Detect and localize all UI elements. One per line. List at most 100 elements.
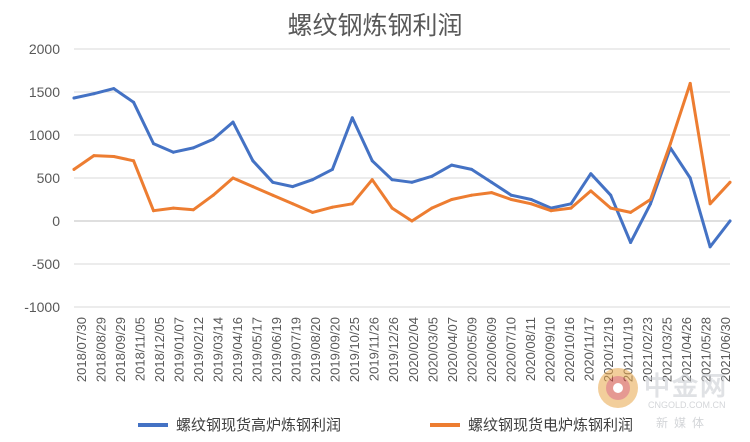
x-tick-label: 2019/10/25 xyxy=(347,317,362,382)
data-point xyxy=(171,150,175,154)
x-tick-label: 2020/05/09 xyxy=(464,317,479,382)
x-tick-label: 2021/02/23 xyxy=(640,317,655,382)
data-point xyxy=(271,180,275,184)
x-tick-label: 2020/12/19 xyxy=(601,317,616,382)
data-point xyxy=(251,159,255,163)
x-tick-label: 2021/03/25 xyxy=(659,317,674,382)
data-point xyxy=(291,202,295,206)
watermark-logo-icon xyxy=(598,368,638,408)
x-tick-labels: 2018/07/30 2018/08/29 2018/09/29 2018/11/05… xyxy=(74,317,733,382)
data-point xyxy=(430,174,434,178)
x-tick-label: 2020/11/17 xyxy=(581,317,596,381)
data-point xyxy=(509,193,513,197)
x-tick-label: 2019/01/07 xyxy=(172,317,187,382)
series-line-1 xyxy=(72,81,732,223)
x-tick-label: 2020/10/16 xyxy=(562,317,577,382)
watermark-url: CNGOLD.COM.CN xyxy=(648,400,726,410)
data-point xyxy=(291,185,295,189)
x-tick-label: 2019/06/19 xyxy=(269,317,284,382)
data-point xyxy=(330,167,334,171)
data-point xyxy=(589,172,593,176)
data-point xyxy=(509,198,513,201)
y-tick-label: 500 xyxy=(37,170,61,186)
x-tick-label: 2018/08/29 xyxy=(94,317,109,382)
data-point xyxy=(370,159,374,163)
data-point xyxy=(350,116,354,120)
y-tick-label: 0 xyxy=(52,213,60,229)
data-point xyxy=(231,120,235,124)
legend-item-blast-furnace: 螺纹钢现货高炉炼钢利润 xyxy=(138,414,341,435)
data-point xyxy=(609,193,613,197)
x-tick-label: 2019/09/20 xyxy=(328,317,343,382)
x-tick-label: 2018/12/05 xyxy=(152,317,167,382)
data-point xyxy=(271,193,275,197)
x-tick-label: 2019/12/26 xyxy=(386,317,401,382)
x-tick-label: 2020/06/09 xyxy=(484,317,499,382)
watermark-brand: 中金网 xyxy=(644,372,729,402)
x-tick-label: 2019/04/16 xyxy=(230,317,245,382)
series-line-0 xyxy=(72,87,732,249)
data-point xyxy=(470,193,474,197)
x-tick-label: 2019/11/26 xyxy=(367,317,382,381)
data-point xyxy=(132,159,136,163)
data-point xyxy=(112,87,116,91)
x-tick-label: 2021/06/30 xyxy=(718,317,733,382)
y-tick-label: 2000 xyxy=(29,41,60,57)
data-point xyxy=(529,198,533,201)
data-point xyxy=(152,142,155,146)
data-point xyxy=(370,178,374,182)
data-point xyxy=(410,180,414,184)
x-tick-label: 2020/04/07 xyxy=(445,317,460,382)
legend-item-electric-furnace: 螺纹钢现货电炉炼钢利润 xyxy=(430,414,633,435)
data-point xyxy=(728,219,732,223)
watermark-tagline: 新媒体 xyxy=(656,416,711,430)
data-point xyxy=(191,208,195,212)
data-point xyxy=(629,241,633,244)
data-point xyxy=(311,178,314,182)
x-tick-label: 2020/07/10 xyxy=(503,317,518,382)
data-point xyxy=(390,178,394,182)
x-tick-label: 2018/09/29 xyxy=(113,317,128,382)
x-tick-label: 2021/01/19 xyxy=(620,317,635,382)
data-point xyxy=(490,180,493,184)
data-point xyxy=(330,205,334,209)
data-point xyxy=(72,167,76,171)
legend-label-electric-furnace: 螺纹钢现货电炉炼钢利润 xyxy=(468,416,634,434)
y-tick-label: -1000 xyxy=(24,299,60,315)
data-point xyxy=(549,209,553,213)
x-tick-label: 2019/03/14 xyxy=(211,317,226,382)
data-point xyxy=(430,206,434,210)
data-point xyxy=(450,198,454,201)
chart-title: 螺纹钢炼钢利润 xyxy=(287,11,463,40)
x-tick-label: 2019/02/12 xyxy=(191,317,206,382)
data-point xyxy=(688,81,692,85)
data-point xyxy=(470,167,474,171)
y-tick-label: -500 xyxy=(32,256,60,272)
data-point xyxy=(569,202,573,206)
data-point xyxy=(688,176,692,180)
legend-swatch-orange xyxy=(430,422,460,427)
grid-lines xyxy=(74,48,730,308)
data-point xyxy=(589,189,593,193)
data-point xyxy=(629,210,633,214)
data-point xyxy=(350,202,354,206)
data-point xyxy=(191,146,195,150)
legend-label-blast-furnace: 螺纹钢现货高炉炼钢利润 xyxy=(176,416,342,434)
data-point xyxy=(569,206,573,210)
data-point xyxy=(72,96,76,100)
data-point xyxy=(132,100,136,104)
data-point xyxy=(311,210,314,214)
data-point xyxy=(708,202,712,206)
data-point xyxy=(728,180,732,184)
data-point xyxy=(171,206,175,210)
data-point xyxy=(549,206,553,210)
data-point xyxy=(390,206,394,210)
data-point xyxy=(490,191,493,195)
x-tick-label: 2021/04/26 xyxy=(679,317,694,382)
data-point xyxy=(92,92,96,96)
legend: 螺纹钢现货高炉炼钢利润 螺纹钢现货电炉炼钢利润 xyxy=(0,414,750,438)
x-tick-label: 2020/03/05 xyxy=(425,317,440,382)
data-point xyxy=(708,245,712,249)
